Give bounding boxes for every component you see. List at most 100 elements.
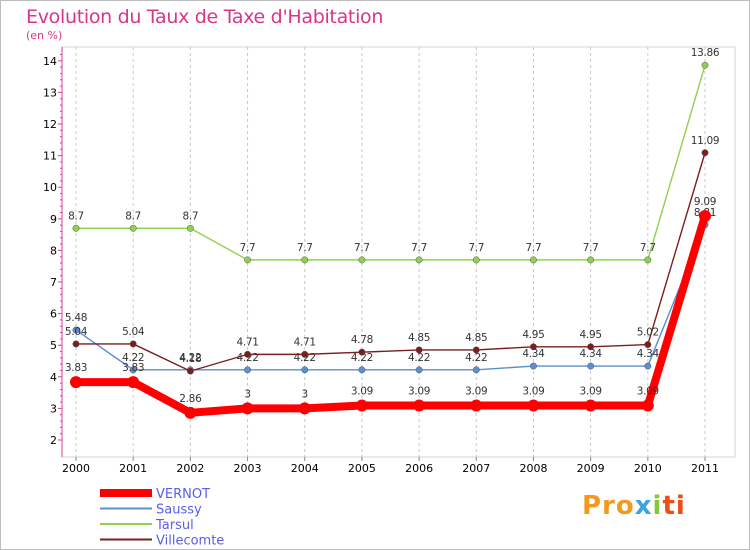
data-point-vernot [699, 209, 711, 222]
data-point-tarsul [244, 256, 251, 264]
data-label-villecomte: 4.95 [580, 329, 602, 341]
data-point-tarsul [358, 256, 366, 264]
y-tick-label: 2 [50, 434, 57, 447]
data-point-tarsul [186, 224, 194, 232]
data-label-villecomte: 4.95 [522, 329, 544, 341]
data-point-saussy [244, 366, 251, 374]
data-label-saussy: 5.48 [65, 312, 87, 324]
data-point-vernot [127, 376, 140, 389]
data-point-vernot [241, 402, 254, 415]
data-point-villecomte [301, 350, 309, 358]
data-label-villecomte: 11.09 [691, 135, 720, 147]
data-label-saussy: 4.22 [122, 352, 144, 364]
data-point-vernot [70, 376, 82, 389]
x-tick-label: 2007 [462, 462, 490, 475]
data-point-vernot [184, 406, 197, 419]
data-point-tarsul [415, 256, 423, 264]
x-tick-label: 2011 [691, 462, 719, 475]
data-point-tarsul [587, 256, 595, 264]
data-label-vernot: 3.09 [351, 386, 373, 398]
data-point-saussy [472, 366, 480, 374]
data-point-tarsul [472, 256, 480, 264]
data-label-tarsul: 7.7 [354, 242, 370, 254]
y-axis-unit: (en %) [26, 29, 63, 42]
data-point-tarsul [72, 224, 80, 232]
y-tick-label: 11 [43, 150, 57, 163]
data-label-vernot: 3.09 [465, 386, 487, 398]
data-point-saussy [72, 326, 80, 334]
y-tick-label: 13 [43, 86, 57, 99]
data-label-villecomte: 5.02 [637, 327, 659, 339]
data-label-tarsul: 8.7 [68, 210, 84, 222]
data-label-tarsul: 7.7 [411, 242, 427, 254]
data-label-saussy: 4.22 [351, 352, 373, 364]
data-label-vernot: 9.09 [694, 196, 716, 208]
data-label-villecomte: 4.71 [294, 336, 316, 348]
data-point-vernot [527, 399, 540, 412]
data-label-villecomte: 5.04 [122, 326, 145, 338]
data-point-saussy [129, 366, 137, 374]
data-label-saussy: 4.22 [408, 352, 430, 364]
y-tick-label: 7 [50, 276, 57, 289]
x-tick-label: 2006 [405, 462, 433, 475]
y-tick-label: 8 [50, 244, 57, 257]
data-label-villecomte: 4.71 [236, 336, 258, 348]
data-point-villecomte [244, 350, 251, 358]
data-label-vernot: 3.83 [122, 362, 144, 374]
data-label-tarsul: 7.7 [583, 242, 599, 254]
x-tick-label: 2003 [234, 462, 262, 475]
y-tick-label: 9 [50, 213, 57, 226]
data-label-villecomte: 4.18 [179, 353, 201, 365]
data-label-vernot: 3 [302, 388, 308, 400]
y-tick-label: 14 [43, 55, 57, 68]
data-point-saussy [587, 362, 595, 370]
chart-title: Evolution du Taux de Taxe d'Habitation [26, 6, 384, 28]
x-tick-label: 2004 [291, 462, 319, 475]
data-point-villecomte [701, 149, 709, 157]
legend-label-vernot: VERNOT [156, 487, 210, 502]
data-point-tarsul [301, 256, 309, 264]
data-point-vernot [584, 399, 597, 412]
data-label-vernot: 3.09 [408, 386, 430, 398]
y-tick-label: 10 [43, 181, 57, 194]
x-tick-label: 2002 [176, 462, 204, 475]
data-label-tarsul: 8.7 [125, 210, 141, 222]
x-tick-label: 2010 [634, 462, 662, 475]
data-point-vernot [355, 399, 368, 412]
x-tick-label: 2009 [577, 462, 605, 475]
data-label-vernot: 3.09 [580, 386, 602, 398]
y-tick-label: 6 [50, 308, 57, 321]
data-label-vernot: 3 [244, 388, 250, 400]
data-label-vernot: 2.86 [179, 393, 202, 405]
data-label-saussy: 4.34 [637, 348, 660, 360]
legend-label-tarsul: Tarsul [155, 518, 194, 533]
data-label-tarsul: 7.7 [640, 242, 656, 254]
data-label-villecomte: 4.78 [351, 334, 373, 346]
data-point-villecomte [129, 340, 137, 348]
data-label-vernot: 3.83 [65, 362, 87, 374]
data-label-tarsul: 8.7 [182, 210, 198, 222]
x-tick-label: 2005 [348, 462, 376, 475]
y-tick-label: 12 [43, 118, 57, 131]
data-point-vernot [298, 402, 311, 415]
legend-label-villecomte: Villecomte [156, 534, 224, 549]
y-tick-label: 4 [50, 371, 57, 384]
data-point-vernot [470, 399, 483, 412]
data-point-villecomte [644, 341, 652, 349]
data-point-tarsul [129, 224, 137, 232]
data-label-tarsul: 7.7 [526, 242, 542, 254]
data-label-saussy: 4.34 [522, 348, 545, 360]
data-point-saussy [415, 366, 423, 374]
data-label-tarsul: 7.7 [468, 242, 484, 254]
data-point-saussy [644, 362, 652, 370]
data-point-vernot [413, 399, 426, 412]
data-point-saussy [358, 366, 366, 374]
data-label-tarsul: 7.7 [240, 242, 256, 254]
data-label-saussy: 4.22 [465, 352, 487, 364]
y-tick-label: 5 [50, 339, 57, 352]
series-line-saussy [75, 224, 706, 371]
data-point-villecomte [587, 343, 595, 351]
legend-label-saussy: Saussy [156, 503, 202, 518]
data-point-villecomte [72, 340, 80, 348]
